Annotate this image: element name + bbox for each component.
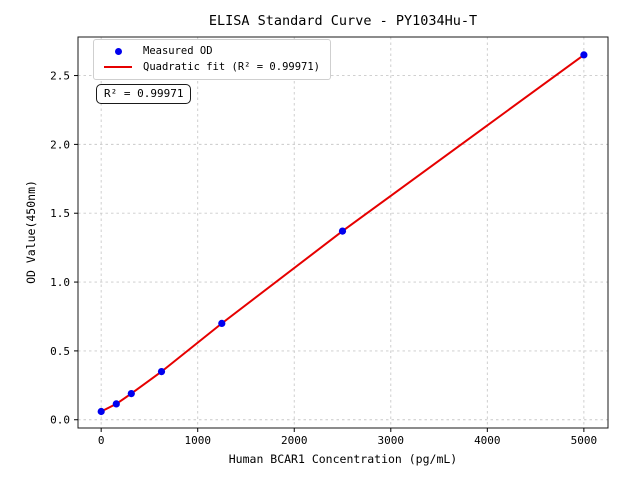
quadratic-fit-marker-icon: [104, 66, 132, 68]
x-tick-label: 5000: [571, 434, 598, 447]
x-tick-label: 2000: [281, 434, 308, 447]
y-tick-label: 2.0: [50, 138, 70, 151]
legend-label-quadratic-fit: Quadratic fit (R² = 0.99971): [143, 61, 321, 73]
y-axis-label: OD Value(450nm): [24, 180, 38, 284]
legend-label-measured-od: Measured OD: [143, 45, 213, 57]
x-tick-label: 4000: [474, 434, 501, 447]
y-tick-label: 2.5: [50, 70, 70, 83]
data-point: [218, 319, 226, 327]
data-point: [127, 390, 135, 398]
legend-item-measured-od: Measured OD: [101, 43, 320, 59]
data-point: [338, 227, 347, 235]
data-point: [97, 407, 105, 416]
y-tick-label: 0.5: [50, 345, 70, 358]
plot-frame: [77, 36, 609, 429]
data-point: [112, 400, 120, 408]
r-squared-annotation: R² = 0.99971: [96, 84, 192, 104]
data-point: [157, 368, 166, 376]
chart-title: ELISA Standard Curve - PY1034Hu-T: [208, 13, 478, 29]
x-tick-label: 3000: [378, 434, 405, 447]
x-tick-label: 0: [98, 434, 105, 447]
legend-item-quadratic-fit: Quadratic fit (R² = 0.99971): [101, 59, 320, 75]
y-tick-label: 1.0: [50, 276, 70, 289]
data-point: [580, 51, 588, 59]
measured-od-marker-icon: [114, 47, 122, 55]
x-tick-label: 1000: [184, 434, 211, 447]
y-tick-label: 1.5: [50, 207, 70, 220]
y-tick-label: 0.0: [50, 414, 70, 427]
legend: Measured OD Quadratic fit (R² = 0.99971): [93, 39, 332, 80]
x-axis-label: Human BCAR1 Concentration (pg/mL): [228, 452, 458, 466]
